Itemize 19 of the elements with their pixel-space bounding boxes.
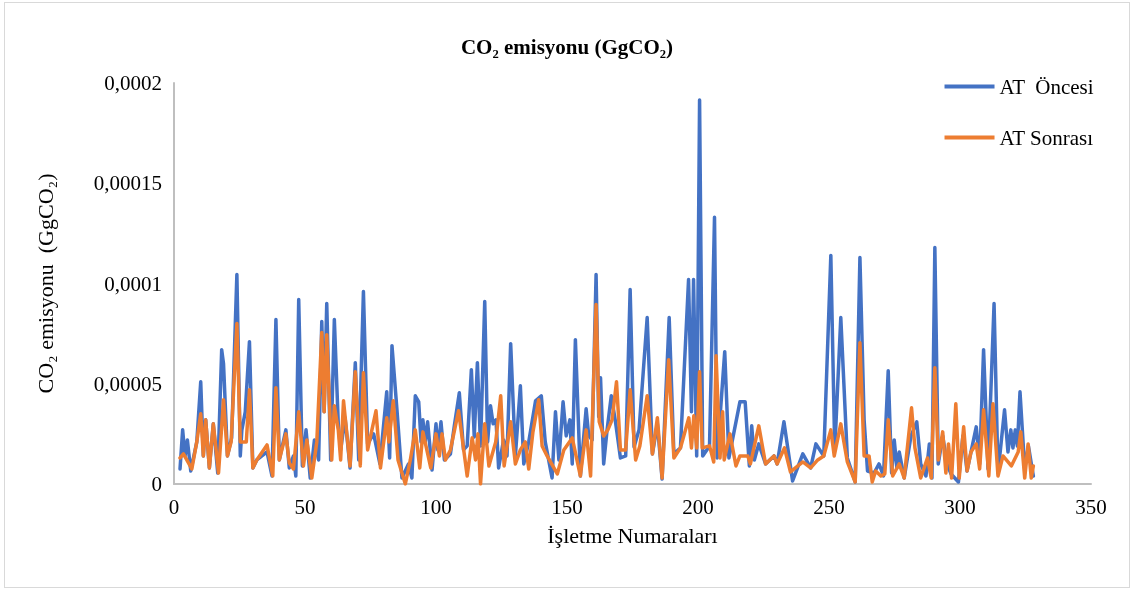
x-tick-label: 150 bbox=[551, 494, 583, 519]
y-tick-label: 0 bbox=[151, 472, 162, 496]
y-tick-label: 0,0001 bbox=[104, 271, 162, 296]
x-tick-label: 350 bbox=[1075, 494, 1107, 519]
x-tick-label: 0 bbox=[168, 494, 180, 519]
legend-label: AT Sonrası bbox=[999, 125, 1094, 150]
chart-title: CO₂ emisyonu (GgCO₂) bbox=[460, 34, 674, 59]
x-tick-label: 200 bbox=[682, 494, 714, 519]
y-axis-title: CO₂ emisyonu (GgCO₂) bbox=[32, 173, 58, 394]
y-tick-label: 0,00015 bbox=[93, 171, 162, 196]
y-tick-label: 0,00005 bbox=[93, 371, 162, 396]
x-tick-label: 100 bbox=[420, 494, 452, 519]
y-tick-label: 0,0002 bbox=[104, 71, 162, 95]
x-axis-title: İşletme Numaraları bbox=[547, 522, 718, 548]
x-tick-label: 300 bbox=[944, 494, 976, 519]
legend-label: AT Öncesi bbox=[999, 74, 1094, 99]
x-tick-label: 250 bbox=[813, 494, 845, 519]
line-series bbox=[178, 302, 1036, 486]
x-tick-label: 50 bbox=[294, 494, 316, 519]
